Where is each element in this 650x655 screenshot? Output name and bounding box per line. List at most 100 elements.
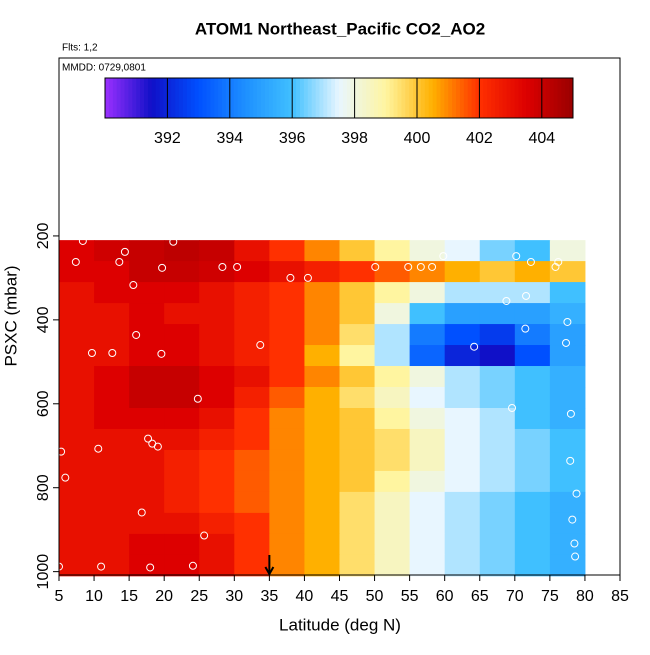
heatmap-cell [374,345,411,367]
arrow-head [264,566,275,577]
heatmap-cell [129,282,165,304]
heatmap-cell [59,261,95,283]
heatmap-cell [409,554,446,577]
colorbar-swatch [420,78,426,118]
heatmap-cell [234,282,270,304]
sample-point [563,317,572,326]
colorbar-swatch [413,78,418,118]
heatmap-cell [304,491,340,514]
colorbar-swatch [229,78,235,118]
sample-point [404,262,413,271]
heatmap-cell [409,428,446,451]
y-axis-label: PSXC (mbar) [1,265,20,366]
sample-point [526,257,535,266]
colorbar-swatch [537,78,543,118]
heatmap-cell [549,387,586,409]
colorbar-swatch [498,78,504,118]
heatmap-cell [444,470,481,493]
heatmap-cell [549,303,586,325]
heatmap-cell [234,240,270,262]
colorbar-swatch [261,78,266,118]
heatmap-cell [94,345,130,367]
heatmap-cell [514,387,551,409]
heatmap-cell [374,533,411,556]
x-axis-label: Latitude (deg N) [279,615,401,634]
colorbar-swatch [268,78,274,118]
heatmap-cell [479,387,516,409]
heatmap-cell [269,240,305,262]
sample-point [115,257,124,266]
heatmap-cell [339,324,376,346]
heatmap-cell [444,324,481,346]
colorbar-swatch [565,78,570,118]
heatmap-cell [374,387,411,409]
heatmap-cell [199,533,235,556]
colorbar-swatch [428,78,434,118]
colorbar-swatch [159,78,164,118]
heatmap-cell [304,282,340,304]
colorbar-swatch [553,78,558,118]
sample-point [94,444,103,453]
colorbar-swatch [561,78,566,118]
heatmap-cell [269,303,305,325]
colorbar-swatch [167,78,172,118]
heatmap-cell [339,554,376,577]
x-tick-label: 25 [190,588,208,605]
heatmap-cell [549,324,586,346]
heatmap-cell [269,261,305,283]
colorbar-swatch [346,78,352,118]
heatmap-cell [234,261,270,283]
heatmap-cell [374,282,411,304]
heatmap-cell [514,282,551,304]
colorbar-swatch [284,78,289,118]
heatmap-cell [479,512,516,535]
colorbar-swatch [530,78,535,118]
colorbar-swatch [311,78,317,118]
heatmap-cell [514,407,551,430]
heatmap-cell [479,491,516,514]
heatmap-cell [199,324,235,346]
sample-point [200,531,209,540]
colorbar-swatch [179,78,184,118]
heatmap-cell [59,407,95,430]
colorbar-frame [104,77,574,119]
heatmap-cell [374,491,411,514]
heatmap-cell [94,512,130,535]
colorbar-swatch [198,78,203,118]
heatmap-cell [59,387,95,409]
colorbar-swatch [569,78,574,118]
heatmap-cell [549,366,586,388]
sample-point [566,409,575,418]
heatmap-cell [59,533,95,556]
sample-point [428,262,437,271]
heatmap-cell [94,554,130,577]
colorbar-swatch [409,78,414,118]
heatmap-cell [479,407,516,430]
sample-point [61,473,70,482]
heatmap-cell [444,366,481,388]
colorbar-swatch [549,78,554,118]
heatmap-cell [304,261,340,283]
sample-point [303,273,312,282]
colorbar-swatch [210,78,215,118]
heatmap-cell [479,345,516,367]
heatmap-cell [409,261,446,283]
colorbar-swatch [541,78,547,118]
colorbar-swatch [510,78,515,118]
colorbar-swatch [557,78,562,118]
x-tick-label: 45 [331,588,349,605]
x-tick-label: 70 [506,588,524,605]
sample-point [57,447,66,456]
sample-point [562,338,571,347]
heatmap-cell [339,282,376,304]
heatmap-cell [444,512,481,535]
colorbar-swatch [436,78,441,118]
heatmap-cell [304,303,340,325]
heatmap-cell [199,345,235,367]
colorbar-swatch [108,78,114,118]
colorbar-swatch [545,78,551,118]
colorbar-swatch [175,78,180,118]
heatmap-cell [129,324,165,346]
heatmap-cell [199,554,235,577]
sample-point [144,434,153,443]
